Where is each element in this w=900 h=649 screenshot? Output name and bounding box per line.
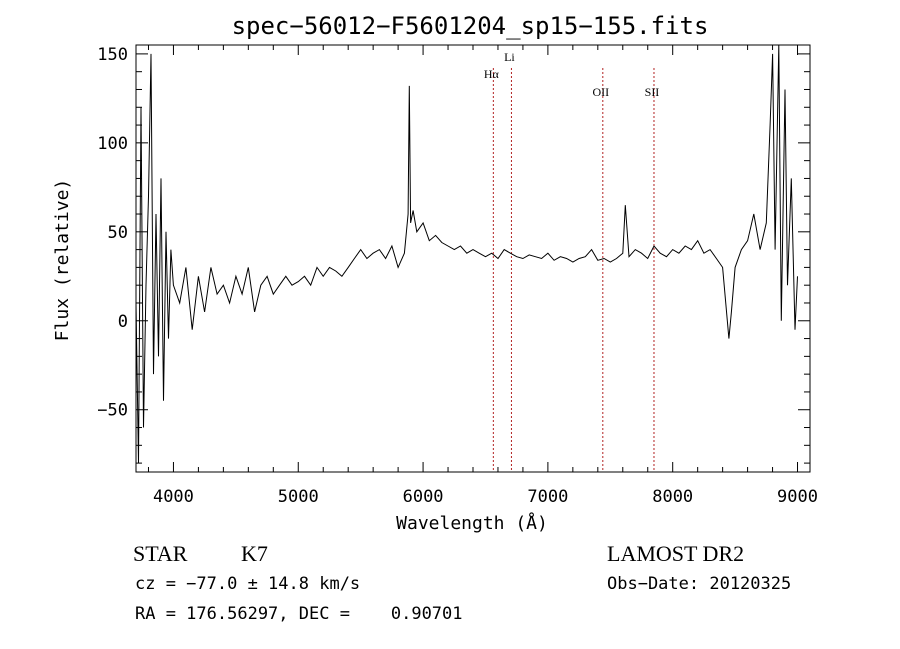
survey-name: LAMOST DR2: [607, 541, 744, 566]
chart-title: spec−56012−F5601204_sp15−155.fits: [232, 12, 709, 40]
x-tick-label: 9000: [777, 487, 818, 507]
x-axis-label: Wavelength (Å): [396, 512, 548, 534]
plot-area: Hα Li OII SII 4000 5000 6000 7000 8000 9000 −50 0…: [97, 44, 818, 507]
spectral-line-label: SII: [645, 85, 660, 99]
y-tick-label: 150: [97, 45, 128, 65]
y-tick-label: −50: [97, 401, 128, 421]
y-axis-label: Flux (relative): [52, 179, 73, 342]
y-tick-label: 50: [108, 223, 128, 243]
ra-dec-coordinates: RA = 176.56297, DEC = 0.90701: [135, 604, 463, 624]
spectral-line-label: Li: [504, 50, 515, 64]
x-tick-label: 5000: [278, 487, 319, 507]
redshift-cz: cz = −77.0 ± 14.8 km/s: [135, 574, 360, 594]
object-class: STAR: [133, 541, 188, 566]
x-axis-ticks: 4000 5000 6000 7000 8000 9000: [147, 45, 818, 507]
y-tick-label: 0: [118, 312, 128, 332]
spectral-line-label: Hα: [484, 67, 500, 81]
y-axis-ticks: −50 0 50 100 150: [97, 45, 810, 464]
spectral-line-markers: Hα Li OII SII: [484, 50, 659, 472]
spectral-line-label: OII: [592, 85, 609, 99]
object-subclass: K7: [241, 541, 268, 566]
x-tick-label: 7000: [527, 487, 568, 507]
y-tick-label: 100: [97, 134, 128, 154]
observation-date: Obs−Date: 20120325: [607, 574, 791, 594]
x-tick-label: 6000: [403, 487, 444, 507]
plot-frame: [135, 44, 811, 473]
spectrum-line: [135, 44, 798, 464]
x-tick-label: 4000: [153, 487, 194, 507]
x-tick-label: 8000: [652, 487, 693, 507]
